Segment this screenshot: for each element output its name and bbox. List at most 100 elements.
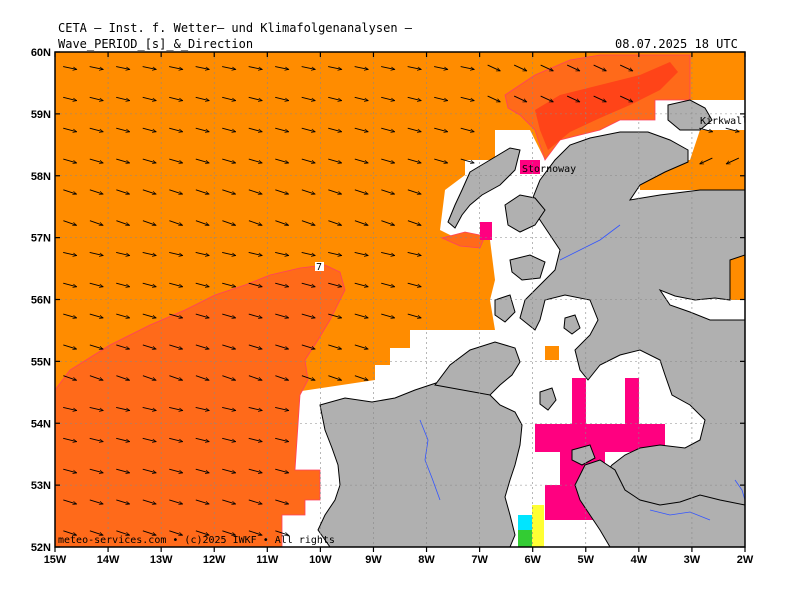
direction-arrow [89, 189, 103, 194]
direction-arrow [248, 407, 263, 410]
land-arran [563, 314, 581, 335]
direction-arrow [328, 127, 342, 132]
lon-label: 8W [418, 554, 435, 566]
direction-arrow [63, 189, 76, 194]
lat-label: 60N [31, 47, 51, 59]
direction-arrow [275, 66, 289, 70]
direction-arrow [381, 189, 394, 194]
direction-arrow [142, 499, 156, 504]
direction-arrow [354, 313, 368, 318]
direction-arrow [619, 95, 633, 103]
direction-arrow [142, 158, 156, 163]
direction-arrow [301, 375, 315, 381]
direction-arrow [222, 282, 236, 287]
direction-arrow [195, 158, 209, 163]
direction-arrow [354, 251, 369, 255]
land-wales [574, 459, 745, 547]
direction-arrow [354, 375, 368, 381]
direction-arrow [222, 499, 235, 504]
direction-arrow [301, 313, 315, 318]
direction-arrow [275, 407, 289, 410]
direction-arrow [89, 220, 103, 226]
direction-arrow [275, 499, 288, 504]
land-anglesey [571, 444, 596, 466]
lat-label: 53N [31, 480, 51, 492]
direction-arrow [89, 282, 104, 287]
direction-arrow [195, 344, 209, 349]
direction-arrow [169, 282, 183, 287]
direction-arrow [434, 66, 448, 70]
direction-arrow [89, 251, 104, 255]
direction-arrow [301, 158, 315, 163]
direction-arrow [222, 251, 236, 255]
direction-arrow [248, 96, 263, 100]
direction-arrow [169, 407, 183, 410]
direction-arrow [116, 96, 130, 100]
direction-arrow [301, 220, 315, 226]
direction-arrow [195, 189, 209, 194]
direction-arrow [169, 375, 182, 381]
direction-arrow [354, 66, 369, 70]
direction-arrow [169, 530, 182, 535]
lat-label: 58N [31, 171, 51, 183]
direction-arrow [89, 344, 103, 349]
direction-arrow [381, 313, 394, 318]
direction-arrow [328, 251, 342, 255]
direction-arrow [142, 407, 157, 410]
graticule [55, 52, 745, 547]
contour-label-bg [315, 262, 324, 271]
direction-arrow [248, 158, 262, 163]
direction-arrow [460, 66, 475, 70]
direction-arrow [89, 407, 104, 410]
direction-arrow [63, 407, 77, 410]
direction-arrow [142, 468, 156, 473]
wave-period-high-west [55, 264, 346, 547]
direction-arrow [381, 127, 395, 132]
direction-arrow [248, 437, 263, 441]
direction-arrow [195, 313, 209, 318]
direction-arrow [700, 157, 713, 165]
direction-arrow [169, 66, 183, 70]
direction-arrow [195, 282, 210, 287]
direction-arrow [142, 375, 156, 381]
direction-arrow [593, 95, 607, 103]
direction-arrow [275, 313, 288, 318]
direction-arrow [116, 437, 130, 441]
direction-arrow [169, 437, 183, 441]
direction-arrow [619, 64, 633, 72]
direction-arrow [116, 220, 129, 226]
direction-arrow [407, 127, 422, 132]
direction-arrow [222, 437, 236, 441]
direction-arrow [593, 64, 607, 72]
direction-arrow [63, 96, 77, 100]
direction-arrow [540, 64, 554, 72]
direction-arrow [63, 344, 76, 349]
land-orkney [667, 99, 713, 131]
direction-arrow [381, 66, 395, 70]
lat-label: 55N [31, 356, 51, 368]
wave-direction-arrows [63, 64, 739, 535]
direction-arrow [116, 251, 130, 255]
header-title: CETA – Inst. f. Wetter– und Klimafolgena… [58, 21, 413, 35]
direction-arrow [328, 66, 342, 70]
direction-arrow [116, 407, 130, 410]
lat-label: 54N [31, 418, 51, 430]
direction-arrow [328, 375, 341, 381]
direction-arrow [222, 313, 235, 318]
direction-arrow [116, 313, 129, 318]
direction-arrow [275, 344, 288, 349]
lon-label: 6W [524, 554, 541, 566]
direction-arrow [275, 437, 289, 441]
lat-label: 59N [31, 109, 51, 121]
direction-arrow [116, 344, 129, 349]
lon-label: 2W [737, 554, 754, 566]
direction-arrow [275, 158, 288, 163]
direction-arrow [169, 189, 182, 194]
direction-arrow [354, 220, 368, 226]
land-northern-ireland [434, 341, 521, 396]
direction-arrow [195, 468, 209, 473]
direction-arrow [63, 251, 77, 255]
lon-label: 7W [471, 554, 488, 566]
direction-arrow [275, 375, 288, 381]
direction-arrow [116, 282, 130, 287]
